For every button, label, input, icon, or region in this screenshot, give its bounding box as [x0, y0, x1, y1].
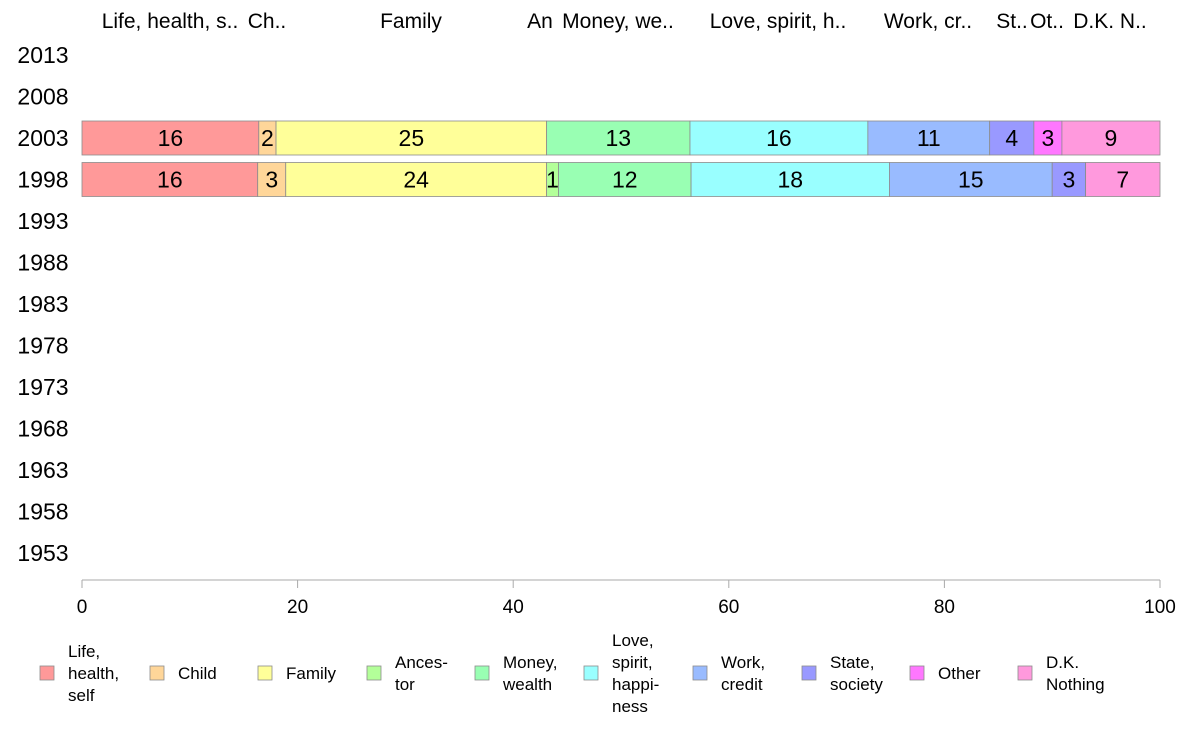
top-category-label: Work, cr.. [884, 10, 972, 33]
data-label: 4 [1005, 125, 1018, 151]
legend-label: State, society [830, 653, 883, 694]
legend-label: Child [178, 664, 217, 683]
data-label: 13 [606, 125, 632, 151]
legend-label: Life, health, self [68, 642, 119, 705]
year-label: 2008 [17, 84, 68, 110]
legend-label: Other [938, 664, 981, 683]
x-tick-label: 0 [77, 597, 88, 618]
top-category-label: Ch.. [248, 10, 287, 33]
data-label: 18 [777, 167, 803, 193]
top-category-label: D.K. N.. [1073, 10, 1147, 33]
year-label: 1998 [17, 167, 68, 193]
bar-segment [546, 120, 691, 156]
data-label: 3 [1041, 125, 1054, 151]
data-label: 3 [265, 167, 278, 193]
year-label: 1988 [17, 250, 68, 276]
x-tick-label: 80 [934, 597, 955, 618]
x-axis: 0 20 40 60 80 100 [77, 579, 1176, 618]
top-category-label: Life, health, s.. [102, 10, 239, 33]
top-category-labels: Life, health, s.. Ch.. Family An Money, we..… [102, 10, 1147, 33]
bar-segment [81, 120, 260, 156]
x-tick-label: 20 [287, 597, 308, 618]
bar-segment [257, 162, 287, 197]
bar-segment [689, 120, 869, 156]
legend-swatch [257, 665, 273, 681]
top-category-label: Ot.. [1030, 10, 1064, 33]
legend-swatch [583, 665, 599, 681]
bar-segment [285, 162, 548, 197]
year-label: 1958 [17, 499, 68, 525]
data-label: 1 [546, 167, 559, 193]
top-category-label: St.. [996, 10, 1028, 33]
top-category-label: An [527, 10, 553, 33]
data-label: 16 [157, 167, 183, 193]
legend-label: Love, spirit, happi-ness [612, 631, 659, 716]
legend-label: D.K. Nothing [1046, 653, 1105, 694]
data-label: 24 [403, 167, 429, 193]
legend-swatch [39, 665, 55, 681]
legend-label: Money, wealth [502, 653, 558, 694]
data-label: 12 [612, 167, 638, 193]
x-tick-label: 100 [1144, 597, 1176, 618]
legend-swatch [1017, 665, 1033, 681]
year-label: 2013 [17, 42, 68, 68]
bar-segment [81, 162, 259, 197]
data-label: 15 [958, 167, 984, 193]
year-label: 1953 [17, 540, 68, 566]
top-category-label: Love, spirit, h.. [710, 10, 847, 33]
data-label: 2 [261, 125, 274, 151]
year-label: 1983 [17, 291, 68, 317]
legend-swatch [692, 665, 708, 681]
legend-label: Family [286, 664, 337, 683]
bar-segment [889, 162, 1053, 197]
data-label: 16 [766, 125, 792, 151]
legend-swatch [366, 665, 382, 681]
year-label: 1973 [17, 374, 68, 400]
year-axis-labels: 2013 2008 2003 1998 1993 1988 1983 1978 1973 1968… [17, 42, 68, 566]
data-label: 25 [399, 125, 425, 151]
data-label: 9 [1105, 125, 1118, 151]
top-category-label: Money, we.. [562, 10, 674, 33]
year-label: 1978 [17, 333, 68, 359]
bar-segment [867, 120, 991, 156]
bars: 16 2 25 13 16 11 4 3 916 3 24 1 12 18 15 3 7 [81, 120, 1161, 197]
legend-swatch [149, 665, 165, 681]
data-label: 7 [1116, 167, 1129, 193]
year-label: 2003 [17, 125, 68, 151]
year-label: 1993 [17, 208, 68, 234]
top-category-label: Family [380, 10, 442, 33]
legend-label: Ances-tor [395, 653, 448, 694]
data-label: 16 [158, 125, 184, 151]
bar-segment [1085, 162, 1161, 197]
legend: Life, health, self Child Family Ances-tor Mone… [39, 631, 1105, 716]
legend-label: Work, credit [721, 653, 765, 694]
bar-segment [275, 120, 548, 156]
year-label: 1968 [17, 416, 68, 442]
bar-segment [1061, 120, 1161, 156]
data-label: 11 [917, 125, 941, 151]
legend-swatch [474, 665, 490, 681]
year-label: 1963 [17, 457, 68, 483]
x-tick-label: 60 [718, 597, 739, 618]
data-label: 3 [1063, 167, 1076, 193]
x-tick-label: 40 [503, 597, 524, 618]
legend-swatch [801, 665, 817, 681]
bar-segment [558, 162, 692, 197]
bar-segment [989, 120, 1035, 156]
legend-swatch [909, 665, 925, 681]
